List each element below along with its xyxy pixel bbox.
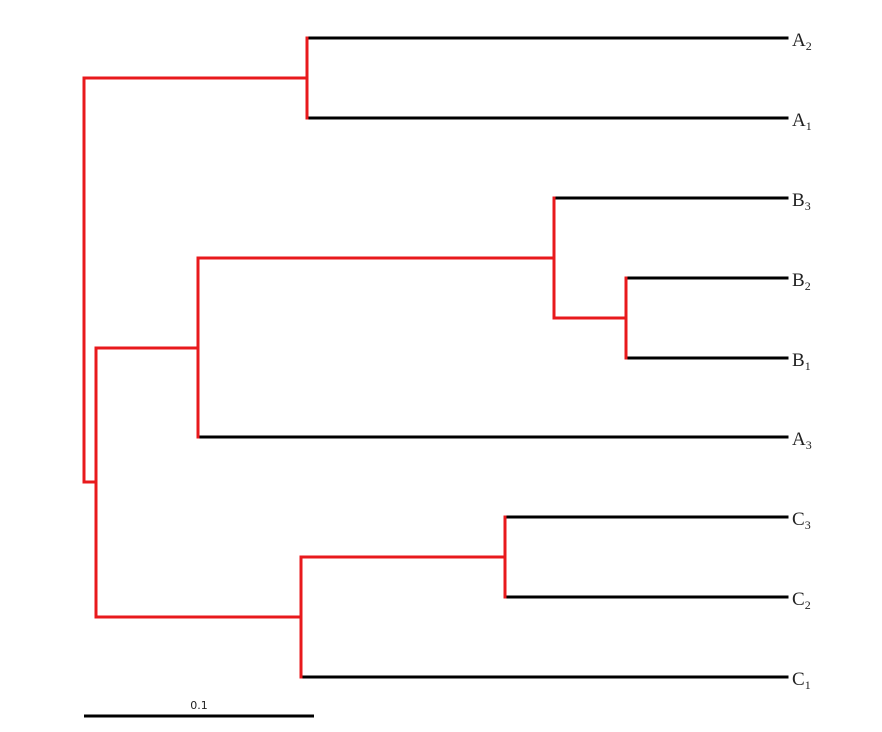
scale-bar: 0.1: [84, 699, 314, 718]
leaf-label-subscript: 2: [805, 598, 811, 612]
leaf-label-letter: B: [792, 190, 805, 211]
leaf-label-b1: B1: [792, 350, 811, 373]
leaf-label-letter: B: [792, 270, 805, 291]
leaf-label-subscript: 1: [806, 119, 812, 133]
leaf-label-letter: C: [792, 589, 805, 610]
leaf-label-subscript: 1: [805, 359, 811, 373]
leaf-label-a1: A1: [792, 110, 812, 133]
leaf-label-subscript: 2: [806, 39, 812, 53]
leaf-label-a2: A2: [792, 30, 812, 53]
leaf-label-subscript: 3: [805, 518, 811, 532]
leaf-label-letter: C: [792, 669, 805, 690]
leaf-label-subscript: 3: [806, 438, 812, 452]
leaf-label-a3: A3: [792, 429, 812, 452]
leaf-label-c1: C1: [792, 669, 811, 692]
leaf-label-b2: B2: [792, 270, 811, 293]
leaf-label-c2: C2: [792, 589, 811, 612]
scale-bar-label: 0.1: [190, 699, 208, 712]
leaf-label-b3: B3: [792, 190, 811, 213]
leaf-label-subscript: 1: [805, 678, 811, 692]
leaf-label-letter: B: [792, 350, 805, 371]
tree-branches: [82, 36, 789, 679]
leaf-label-subscript: 2: [805, 279, 811, 293]
leaf-label-c3: C3: [792, 509, 811, 532]
leaf-label-letter: C: [792, 509, 805, 530]
leaf-label-letter: A: [792, 429, 806, 450]
leaf-label-subscript: 3: [805, 199, 811, 213]
leaf-label-letter: A: [792, 30, 806, 51]
leaf-label-letter: A: [792, 110, 806, 131]
